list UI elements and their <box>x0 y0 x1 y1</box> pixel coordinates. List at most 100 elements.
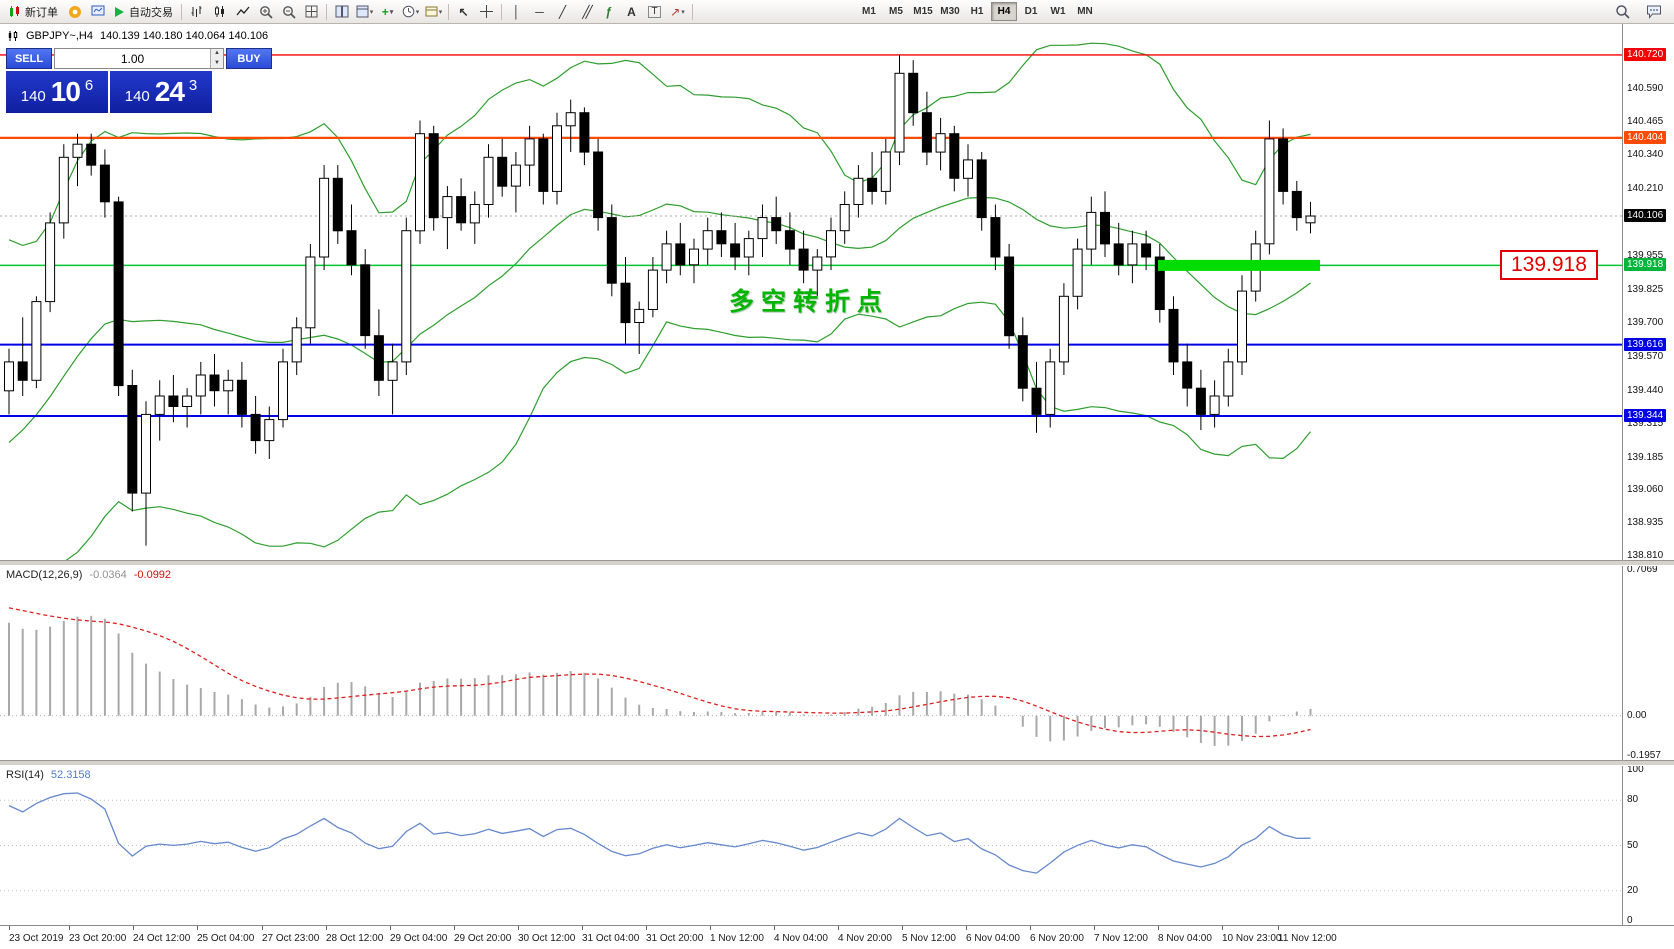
axis-tick-label: 20 <box>1627 884 1639 896</box>
chart-layout-button[interactable]: ▾ <box>353 1 376 22</box>
channel-tool-button[interactable]: ╱╱ <box>574 1 597 22</box>
horizontal-line-tool-button[interactable]: ─ <box>528 1 551 22</box>
mql5-icon <box>68 5 81 18</box>
rsi-name: RSI(14) <box>6 769 44 781</box>
time-axis[interactable]: 23 Oct 2019 23 Oct 20:00 24 Oct 12:00 25 Oc… <box>0 925 1674 949</box>
one-click-trading-panel: SELL ▲ ▼ BUY 140 10 6 140 <box>6 48 272 113</box>
time-axis-tick <box>1094 926 1095 930</box>
pane-splitter[interactable] <box>0 560 1674 566</box>
autotrade-button[interactable]: 自动交易 <box>109 1 178 22</box>
time-axis-tick <box>902 926 903 930</box>
timeframe-w1-button[interactable]: W1 <box>1045 2 1071 21</box>
time-axis-tick <box>710 926 711 930</box>
axis-tick-label: 139.955 <box>1627 249 1664 261</box>
time-axis-tick <box>262 926 263 930</box>
volume-spinner[interactable]: ▲ ▼ <box>210 49 223 68</box>
axis-tick-label: 0 <box>1627 915 1633 926</box>
search-icon <box>1616 5 1630 19</box>
timeframe-d1-button[interactable]: D1 <box>1018 2 1044 21</box>
line-chart-button[interactable] <box>231 1 254 22</box>
price-callout-label: 139.918 <box>1500 250 1598 280</box>
add-indicator-button[interactable]: + ▾ <box>376 1 399 22</box>
cursor-button[interactable]: ↖ <box>452 1 475 22</box>
macd-indicator-pane[interactable]: MACD(12,26,9) -0.0364 -0.0992 <box>0 566 1622 760</box>
pane-splitter[interactable] <box>0 760 1674 766</box>
chart-symbol-icon <box>8 31 18 41</box>
price-chart-canvas[interactable] <box>0 24 1622 560</box>
volume-field[interactable]: ▲ ▼ <box>54 48 224 69</box>
horizontal-line-icon: ─ <box>535 4 544 19</box>
toolbar-separator <box>501 3 502 20</box>
chat-button[interactable] <box>1642 1 1665 22</box>
time-axis-label: 11 Nov 12:00 <box>1278 933 1337 944</box>
periods-button[interactable]: ▾ <box>399 1 422 22</box>
rsi-canvas[interactable] <box>0 766 1622 925</box>
time-axis-tick <box>1222 926 1223 930</box>
bollinger-bands <box>8 42 1311 560</box>
crosshair-button[interactable] <box>475 1 498 22</box>
arrows-icon: ↗ <box>670 4 681 19</box>
time-axis-label: 4 Nov 04:00 <box>774 933 828 944</box>
price-axis-marker: 139.616 <box>1624 337 1667 351</box>
buy-button[interactable]: BUY <box>226 48 272 69</box>
time-axis-tick <box>454 926 455 930</box>
mql5-community-button[interactable] <box>63 1 86 22</box>
zoom-out-icon <box>282 5 296 19</box>
price-axis-marker: 140.106 <box>1624 209 1667 223</box>
pivot-highlight-bar[interactable] <box>1158 259 1320 271</box>
axis-tick-label: 139.570 <box>1627 350 1664 362</box>
text-tool-button[interactable]: A <box>620 1 643 22</box>
caret-icon: ▾ <box>438 8 443 16</box>
buy-price-display[interactable]: 140 24 3 <box>110 71 212 113</box>
buy-price-fraction: 3 <box>188 77 198 94</box>
time-axis-tick <box>1278 926 1279 930</box>
rsi-label: RSI(14) 52.3158 <box>6 769 91 781</box>
grid-button[interactable] <box>300 1 323 22</box>
price-axis-marker: 140.404 <box>1624 130 1667 144</box>
tile-windows-button[interactable] <box>330 1 353 22</box>
macd-histogram <box>8 615 1312 746</box>
arrows-tool-button[interactable]: ↗ ▾ <box>666 1 689 22</box>
fibonacci-tool-button[interactable]: ƒ <box>597 1 620 22</box>
channel-icon: ╱╱ <box>582 4 593 19</box>
time-axis-tick <box>197 926 198 930</box>
price-axis-marker: 139.918 <box>1624 258 1667 272</box>
time-axis-label: 27 Oct 23:00 <box>262 933 320 944</box>
timeframe-m1-button[interactable]: M1 <box>856 2 882 21</box>
template-button[interactable]: ▾ <box>422 1 445 22</box>
trendline-tool-button[interactable]: ╱ <box>551 1 574 22</box>
candlestick-chart-button[interactable] <box>208 1 231 22</box>
zoom-in-button[interactable] <box>254 1 277 22</box>
timeframe-m30-button[interactable]: M30 <box>937 2 963 21</box>
macd-canvas[interactable] <box>0 566 1622 760</box>
market-watch-button[interactable] <box>86 1 109 22</box>
price-chart-pane[interactable]: GBPJPY~,H4 140.139 140.180 140.064 140.1… <box>0 24 1622 560</box>
main-toolbar: 新订单 自动交易 <box>0 0 1674 24</box>
bar-chart-button[interactable] <box>185 1 208 22</box>
sell-price-display[interactable]: 140 10 6 <box>6 71 108 113</box>
axis-tick-label: 80 <box>1627 794 1639 806</box>
timeframe-h1-button[interactable]: H1 <box>964 2 990 21</box>
macd-main-value: -0.0364 <box>89 569 127 581</box>
text-label-tool-button[interactable]: T <box>643 1 666 22</box>
timeframe-m15-button[interactable]: M15 <box>910 2 936 21</box>
spinner-down-icon[interactable]: ▼ <box>211 58 223 68</box>
volume-input[interactable] <box>55 49 210 68</box>
time-axis-label: 4 Nov 20:00 <box>838 933 892 944</box>
timeframe-h4-button[interactable]: H4 <box>991 2 1017 21</box>
zoom-out-button[interactable] <box>277 1 300 22</box>
timeframe-m5-button[interactable]: M5 <box>883 2 909 21</box>
plus-icon: + <box>381 4 389 19</box>
sell-button[interactable]: SELL <box>6 48 52 69</box>
timeframe-mn-button[interactable]: MN <box>1072 2 1098 21</box>
new-order-button[interactable]: 新订单 <box>3 1 63 22</box>
search-button[interactable] <box>1611 1 1634 22</box>
time-axis-tick <box>966 926 967 930</box>
rsi-indicator-pane[interactable]: RSI(14) 52.3158 <box>0 766 1622 925</box>
time-axis-label: 6 Nov 04:00 <box>966 933 1020 944</box>
spinner-up-icon[interactable]: ▲ <box>211 49 223 59</box>
time-axis-tick <box>69 926 70 930</box>
vertical-line-tool-button[interactable]: │ <box>505 1 528 22</box>
price-axis[interactable]: 140.590 140.465 140.340 140.210 139.955 139.8… <box>1623 0 1674 949</box>
